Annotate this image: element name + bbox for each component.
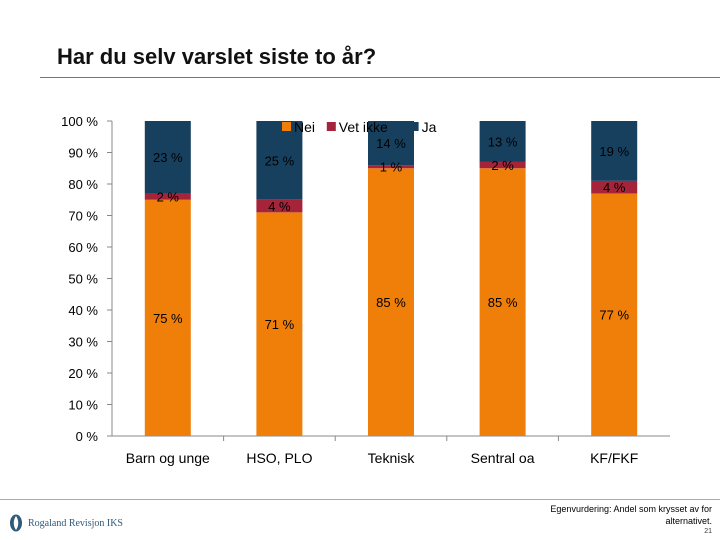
bar-ja bbox=[368, 121, 414, 166]
y-tick-label: 20 % bbox=[68, 366, 98, 381]
x-category-label: Sentral oa bbox=[471, 450, 535, 466]
data-label-nei: 75 % bbox=[153, 311, 183, 326]
y-tick-label: 50 % bbox=[68, 272, 98, 287]
x-category-label: Teknisk bbox=[368, 450, 416, 466]
data-label-ja: 13 % bbox=[488, 134, 518, 149]
y-tick-label: 30 % bbox=[68, 335, 98, 350]
legend-label: Nei bbox=[294, 119, 315, 135]
y-tick-label: 0 % bbox=[76, 429, 99, 444]
data-label-nei: 85 % bbox=[488, 295, 518, 310]
data-label-ja: 25 % bbox=[265, 153, 295, 168]
bar-ja bbox=[144, 121, 191, 194]
bar-vet-ikke bbox=[479, 161, 526, 169]
bar-vet-ikke bbox=[256, 199, 303, 213]
data-label-vet-ikke: 4 % bbox=[268, 199, 291, 214]
legend-swatch-nei bbox=[282, 122, 291, 131]
y-tick-label: 70 % bbox=[68, 209, 98, 224]
bar-ja bbox=[591, 121, 638, 181]
bar-vet-ikke bbox=[368, 165, 414, 169]
x-category-label: Barn og unge bbox=[126, 450, 210, 466]
y-tick-label: 100 % bbox=[61, 114, 98, 129]
title-divider bbox=[40, 77, 720, 78]
bar-nei bbox=[144, 199, 191, 436]
legend-label: Vet ikke bbox=[339, 119, 388, 135]
bar-ja bbox=[256, 121, 303, 200]
company-logo: Rogaland Revisjon IKS bbox=[8, 513, 123, 533]
legend-swatch-vet-ikke bbox=[326, 122, 336, 131]
y-tick-label: 40 % bbox=[68, 303, 98, 318]
bar-vet-ikke bbox=[144, 193, 191, 200]
data-label-nei: 71 % bbox=[265, 317, 295, 332]
x-category-label: HSO, PLO bbox=[246, 450, 312, 466]
bar-nei bbox=[256, 212, 303, 436]
slide-title: Har du selv varslet siste to år? bbox=[57, 44, 377, 69]
footnote: Egenvurdering: Andel som krysset av for … bbox=[550, 504, 712, 526]
data-label-vet-ikke: 2 % bbox=[157, 190, 180, 205]
bar-ja bbox=[479, 121, 526, 162]
y-tick-label: 10 % bbox=[68, 398, 98, 413]
data-label-nei: 85 % bbox=[376, 295, 406, 310]
data-label-ja: 23 % bbox=[153, 150, 183, 165]
bar-vet-ikke bbox=[591, 180, 638, 194]
data-label-vet-ikke: 4 % bbox=[603, 180, 626, 195]
data-label-vet-ikke: 1 % bbox=[380, 160, 403, 175]
legend-label: Ja bbox=[422, 119, 437, 135]
bar-nei bbox=[591, 193, 638, 436]
data-label-vet-ikke: 2 % bbox=[491, 158, 514, 173]
legend-swatch-ja bbox=[409, 122, 419, 131]
data-label-nei: 77 % bbox=[599, 308, 629, 323]
bar-nei bbox=[368, 168, 414, 436]
stacked-bar-chart: 0 % 10 % 20 % 30 % 40 % 50 % 60 % 70 % 80 % 90 % 1… bbox=[61, 114, 670, 466]
y-tick-label: 90 % bbox=[68, 146, 98, 161]
data-label-ja: 19 % bbox=[599, 144, 629, 159]
x-category-label: KF/FKF bbox=[590, 450, 638, 466]
y-tick-label: 80 % bbox=[68, 177, 98, 192]
logo-text: Rogaland Revisjon IKS bbox=[28, 517, 123, 529]
page-number: 21 bbox=[704, 528, 712, 535]
footer-divider bbox=[0, 499, 720, 500]
bar-nei bbox=[479, 168, 526, 436]
logo-emblem-icon bbox=[10, 514, 22, 532]
y-tick-label: 60 % bbox=[68, 240, 98, 255]
data-label-ja: 14 % bbox=[376, 136, 406, 151]
